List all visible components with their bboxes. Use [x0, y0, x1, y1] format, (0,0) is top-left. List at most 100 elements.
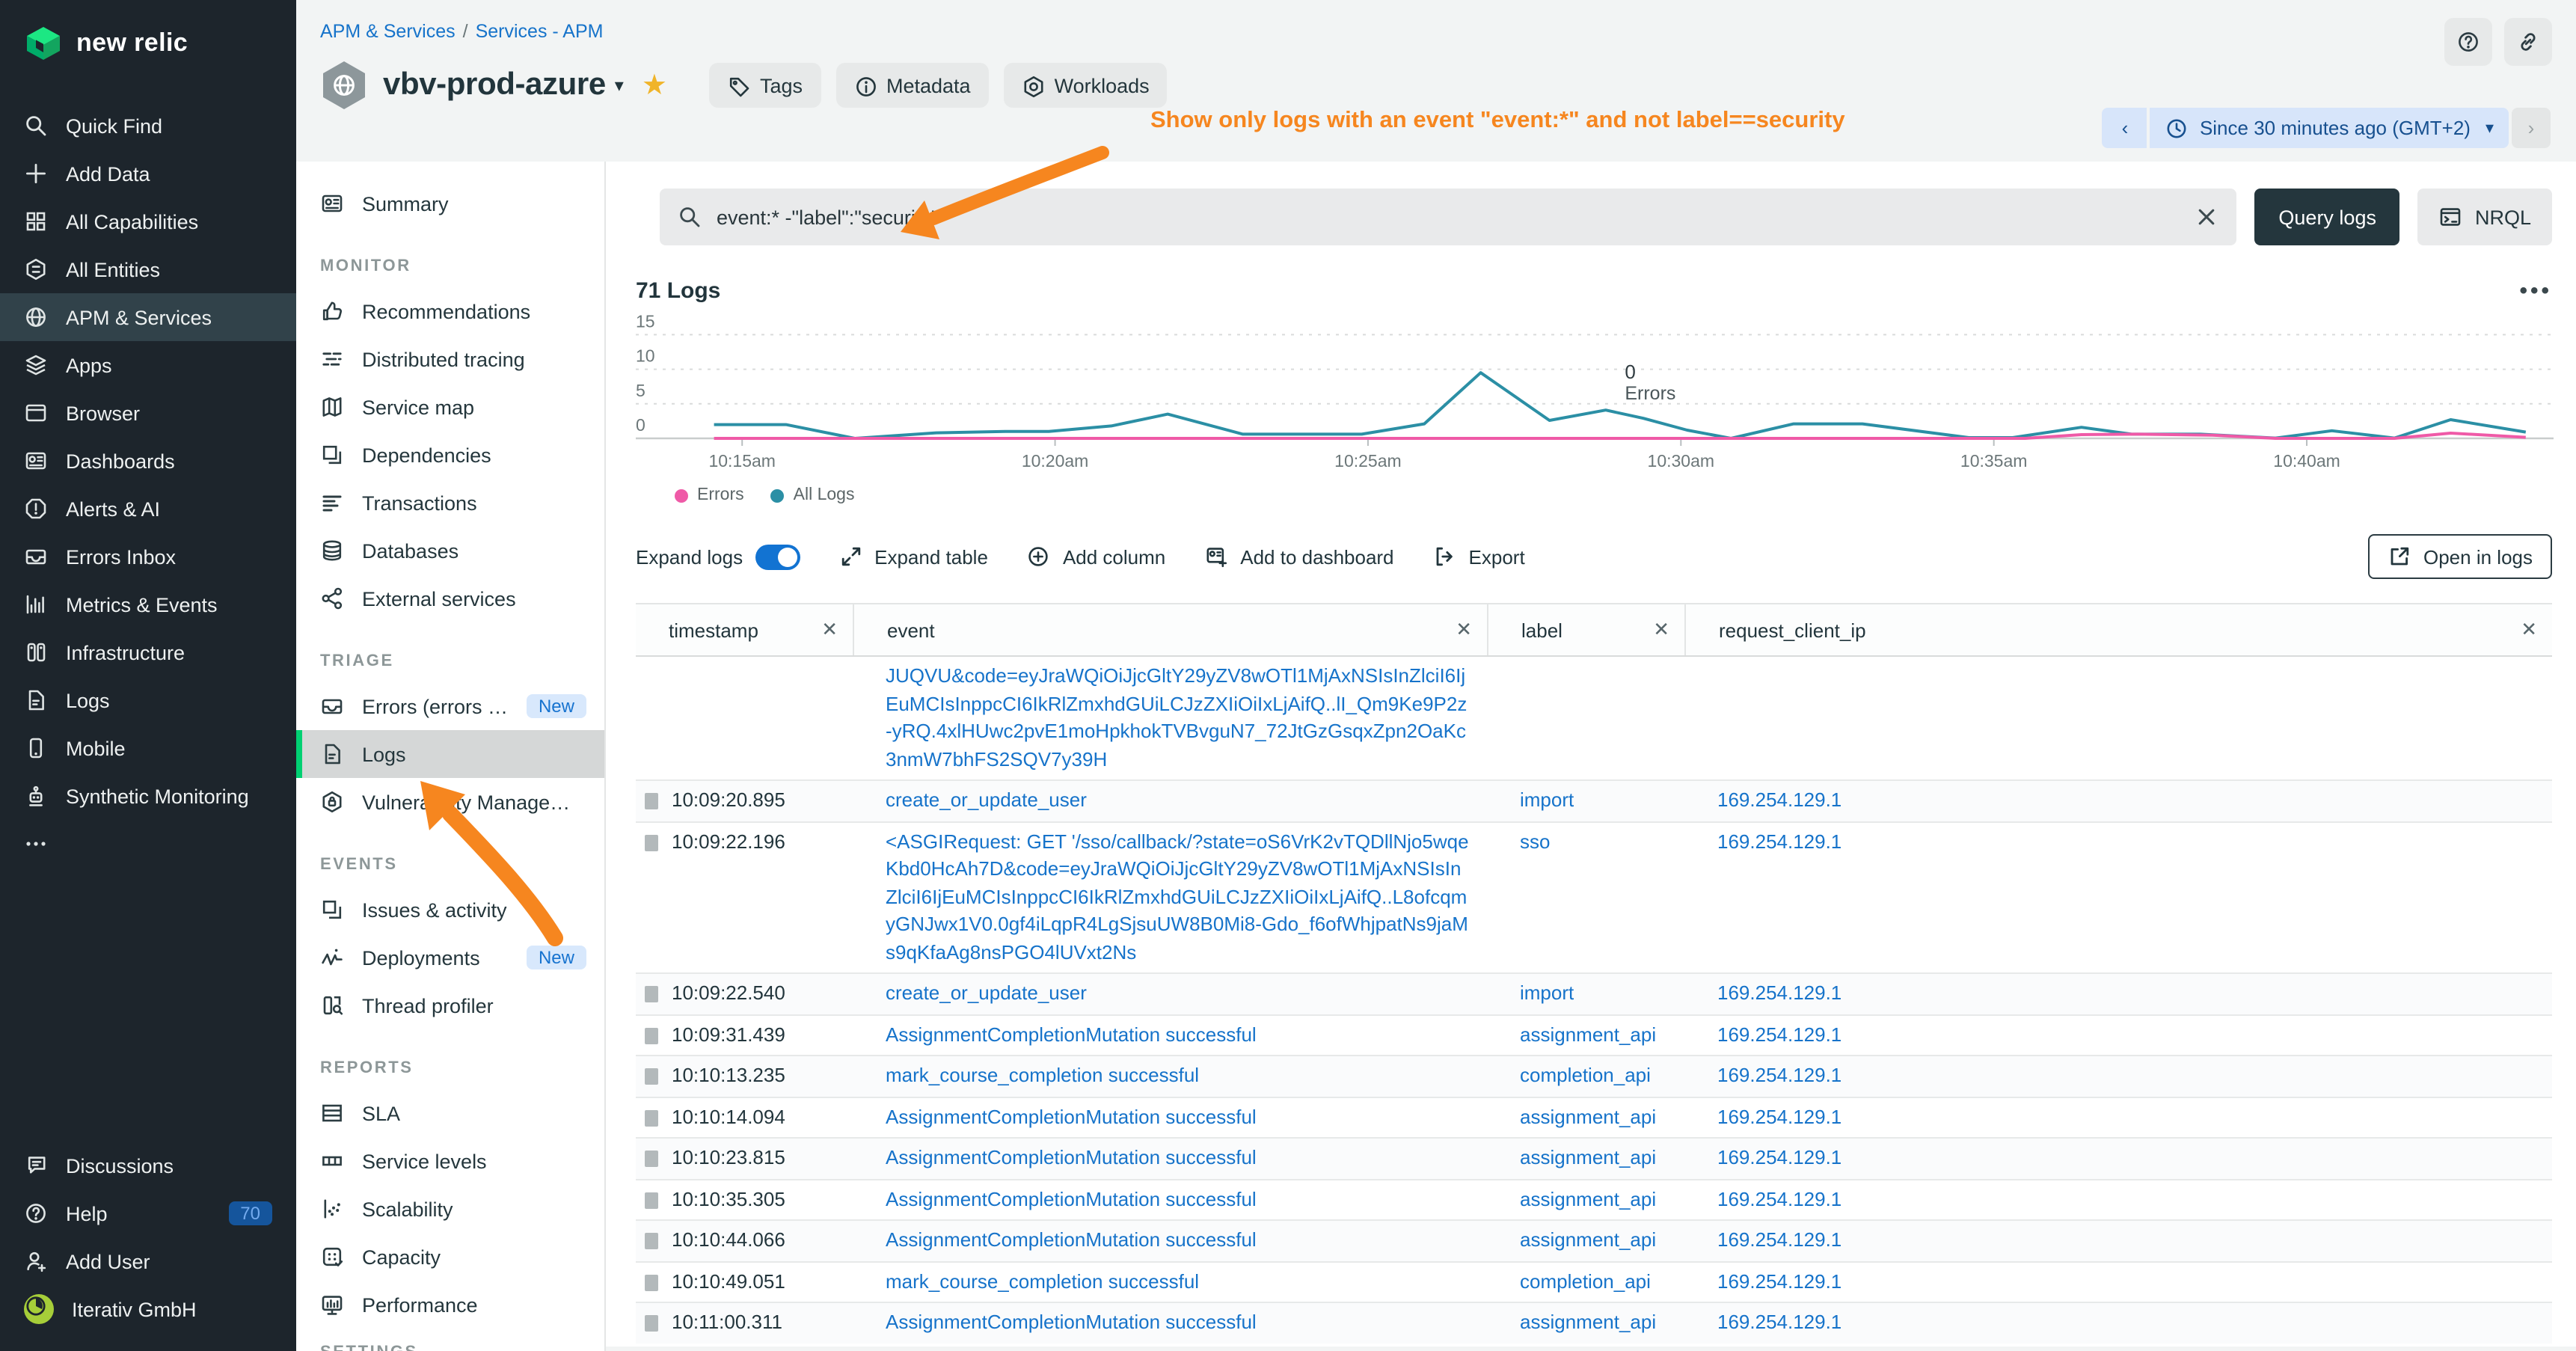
ip-link[interactable]: 169.254.129.1: [1717, 981, 1842, 1004]
event-link[interactable]: AssignmentCompletionMutation successful: [886, 1311, 1257, 1333]
more-options-icon[interactable]: •••: [2519, 278, 2552, 303]
subnav-item[interactable]: Deployments New: [296, 934, 604, 981]
row-marker-icon[interactable]: [645, 986, 658, 1002]
expand-table-button[interactable]: Expand table: [838, 545, 988, 569]
query-logs-button[interactable]: Query logs: [2254, 189, 2400, 245]
table-column-header[interactable]: timestamp ✕: [669, 618, 838, 641]
log-row[interactable]: 10:10:13.235 mark_course_completion succ…: [636, 1055, 2552, 1096]
subnav-item[interactable]: Distributed tracing: [296, 335, 604, 383]
table-column-header[interactable]: event ✕: [853, 604, 1487, 655]
sidebar-item[interactable]: Infrastructure: [0, 628, 296, 676]
entity-dropdown-chevron-icon[interactable]: ▾: [614, 75, 624, 96]
sidebar-item[interactable]: Add Data: [0, 150, 296, 197]
breadcrumb-apm-services[interactable]: APM & Services: [320, 21, 456, 42]
event-link[interactable]: create_or_update_user: [886, 788, 1087, 811]
help-button[interactable]: [2444, 18, 2492, 66]
row-marker-icon[interactable]: [645, 793, 658, 809]
new-relic-logo[interactable]: new relic: [0, 0, 296, 78]
event-link[interactable]: AssignmentCompletionMutation successful: [886, 1146, 1257, 1168]
time-back-button[interactable]: ‹: [2102, 108, 2147, 148]
subnav-item[interactable]: Logs: [296, 730, 604, 778]
log-row[interactable]: 10:09:31.439 AssignmentCompletionMutatio…: [636, 1014, 2552, 1055]
ip-link[interactable]: 169.254.129.1: [1717, 1023, 1842, 1045]
label-link[interactable]: assignment_api: [1520, 1228, 1657, 1251]
subnav-item[interactable]: Errors (errors inb... New: [296, 682, 604, 730]
clear-query-icon[interactable]: [2195, 205, 2218, 229]
label-link[interactable]: assignment_api: [1520, 1311, 1657, 1333]
expand-logs-toggle[interactable]: [755, 544, 800, 569]
sidebar-item[interactable]: Metrics & Events: [0, 580, 296, 628]
label-link[interactable]: import: [1520, 981, 1574, 1004]
time-forward-button[interactable]: ›: [2512, 108, 2551, 148]
row-marker-icon[interactable]: [645, 1192, 658, 1208]
remove-column-icon[interactable]: ✕: [1456, 618, 1472, 640]
sidebar-footer-item[interactable]: Add User: [0, 1237, 296, 1285]
event-link[interactable]: AssignmentCompletionMutation successful: [886, 1187, 1257, 1210]
log-row[interactable]: 10:09:20.895 create_or_update_user impor…: [636, 779, 2552, 821]
copy-link-button[interactable]: [2504, 18, 2552, 66]
sidebar-item[interactable]: All Entities: [0, 245, 296, 293]
label-link[interactable]: assignment_api: [1520, 1146, 1657, 1168]
sidebar-item[interactable]: [0, 820, 296, 868]
row-marker-icon[interactable]: [645, 1233, 658, 1249]
log-row[interactable]: 10:10:14.094 AssignmentCompletionMutatio…: [636, 1096, 2552, 1137]
add-to-dashboard-button[interactable]: Add to dashboard: [1204, 545, 1394, 569]
favorite-star-icon[interactable]: ★: [641, 70, 667, 101]
add-column-button[interactable]: Add column: [1027, 545, 1165, 569]
ip-link[interactable]: 169.254.129.1: [1717, 1146, 1842, 1168]
label-link[interactable]: assignment_api: [1520, 1023, 1657, 1045]
remove-column-icon[interactable]: ✕: [1653, 618, 1669, 640]
row-marker-icon[interactable]: [645, 1027, 658, 1044]
time-range-button[interactable]: Since 30 minutes ago (GMT+2) ▾: [2150, 108, 2509, 148]
label-link[interactable]: import: [1520, 788, 1574, 811]
legend-item[interactable]: All Logs: [770, 486, 854, 504]
export-button[interactable]: Export: [1433, 545, 1525, 569]
sidebar-footer-item[interactable]: Iterativ GmbH: [0, 1285, 296, 1333]
row-marker-icon[interactable]: [645, 1109, 658, 1126]
sidebar-item[interactable]: Dashboards: [0, 437, 296, 485]
event-link[interactable]: AssignmentCompletionMutation successful: [886, 1228, 1257, 1251]
open-in-logs-button[interactable]: Open in logs: [2368, 534, 2552, 579]
label-link[interactable]: assignment_api: [1520, 1187, 1657, 1210]
subnav-item[interactable]: Scalability: [296, 1185, 604, 1233]
breadcrumb-services-apm[interactable]: Services - APM: [475, 21, 604, 42]
sidebar-item[interactable]: APM & Services: [0, 293, 296, 341]
ip-link[interactable]: 169.254.129.1: [1717, 830, 1842, 852]
sidebar-item[interactable]: Mobile: [0, 724, 296, 772]
subnav-item[interactable]: Recommendations: [296, 287, 604, 335]
label-link[interactable]: completion_api: [1520, 1269, 1651, 1292]
subnav-item[interactable]: SLA: [296, 1089, 604, 1137]
event-link[interactable]: AssignmentCompletionMutation successful: [886, 1105, 1257, 1127]
event-link[interactable]: AssignmentCompletionMutation successful: [886, 1023, 1257, 1045]
label-link[interactable]: sso: [1520, 830, 1551, 852]
subnav-item[interactable]: Summary: [296, 180, 604, 227]
sidebar-item[interactable]: All Capabilities: [0, 197, 296, 245]
sidebar-item[interactable]: Quick Find: [0, 102, 296, 150]
remove-column-icon[interactable]: ✕: [2521, 618, 2537, 640]
log-row[interactable]: 10:11:00.311 AssignmentCompletionMutatio…: [636, 1302, 2552, 1343]
row-marker-icon[interactable]: [645, 1068, 658, 1085]
subnav-item[interactable]: Transactions: [296, 479, 604, 527]
logs-timeseries-chart[interactable]: 15 10 5 0 10:15am 10:20am 10:25am 10:30am 10:35a…: [636, 311, 2554, 480]
event-link[interactable]: create_or_update_user: [886, 981, 1087, 1004]
table-column-header[interactable]: request_client_ip ✕: [1684, 604, 2552, 655]
sidebar-footer-item[interactable]: Help 70: [0, 1189, 296, 1237]
header-button[interactable]: Metadata: [835, 63, 989, 108]
log-row[interactable]: 10:10:49.051 mark_course_completion succ…: [636, 1260, 2552, 1302]
log-row[interactable]: 10:10:35.305 AssignmentCompletionMutatio…: [636, 1178, 2552, 1219]
log-row[interactable]: 10:09:22.540 create_or_update_user impor…: [636, 972, 2552, 1014]
subnav-item[interactable]: Performance: [296, 1281, 604, 1329]
subnav-item[interactable]: Service map: [296, 383, 604, 431]
subnav-item[interactable]: Dependencies: [296, 431, 604, 479]
log-row[interactable]: 10:10:44.066 AssignmentCompletionMutatio…: [636, 1219, 2552, 1260]
ip-link[interactable]: 169.254.129.1: [1717, 1064, 1842, 1086]
subnav-item[interactable]: Thread profiler: [296, 981, 604, 1029]
remove-column-icon[interactable]: ✕: [821, 618, 838, 640]
header-button[interactable]: Workloads: [1003, 63, 1168, 108]
ip-link[interactable]: 169.254.129.1: [1717, 1228, 1842, 1251]
event-link[interactable]: <ASGIRequest: GET '/sso/callback/?state=…: [886, 830, 1469, 963]
subnav-item[interactable]: Capacity: [296, 1233, 604, 1281]
row-marker-icon[interactable]: [645, 1315, 658, 1332]
log-row[interactable]: JUQVU&code=eyJraWQiOiJjcGltY29yZV8wOTl1M…: [636, 657, 2552, 779]
subnav-item[interactable]: Vulnerability Management: [296, 778, 604, 826]
